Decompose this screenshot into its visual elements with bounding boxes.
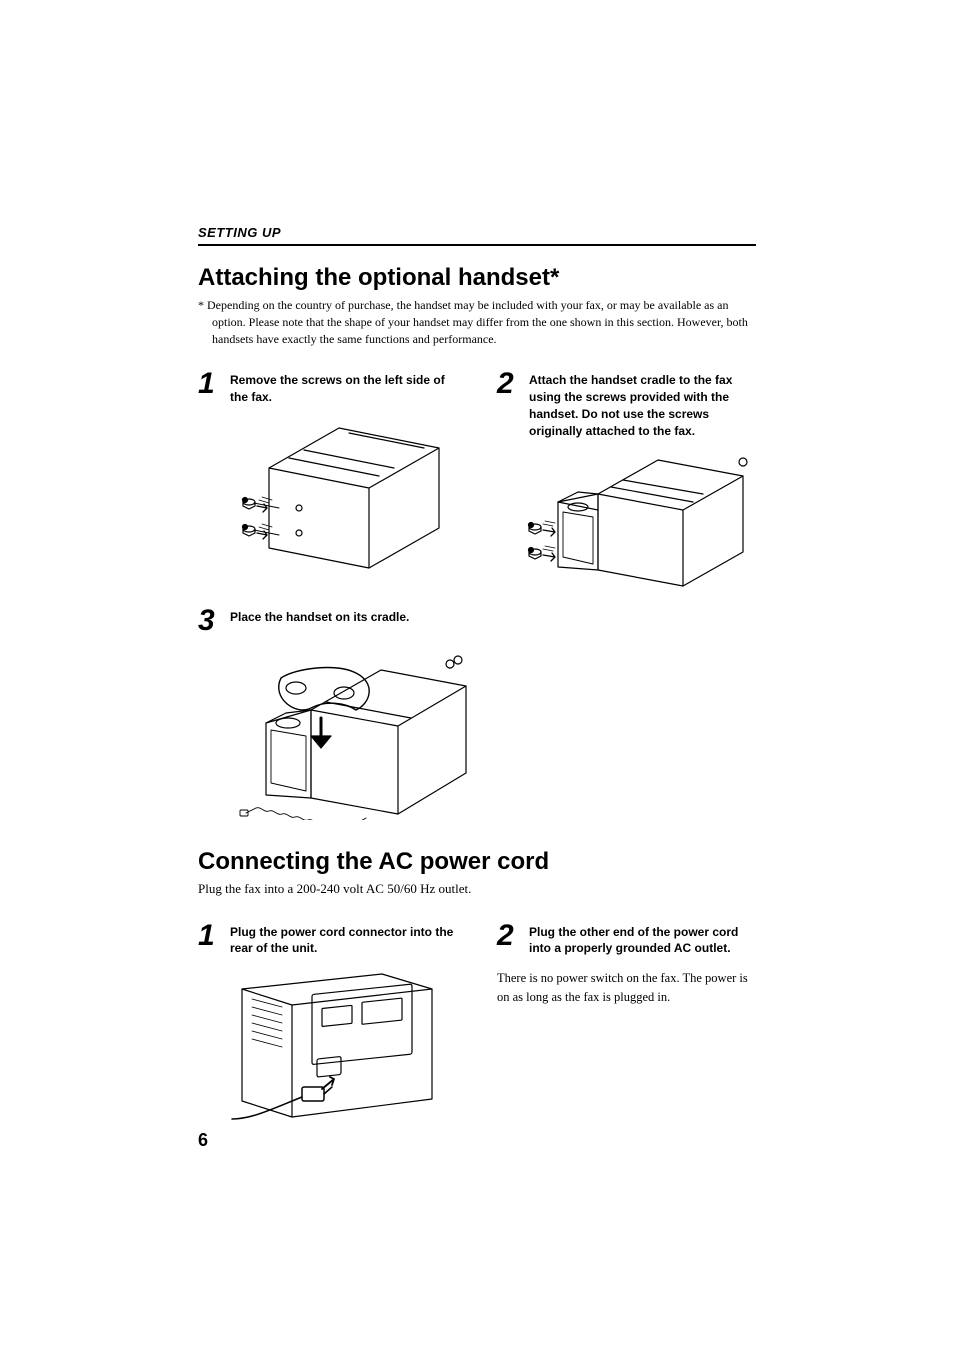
section-attaching-handset: Attaching the optional handset* * Depend… bbox=[198, 264, 756, 820]
step-2-illustration bbox=[497, 452, 756, 590]
power-step-2: 2 Plug the other end of the power cord i… bbox=[497, 921, 756, 958]
fax-attach-cradle-icon bbox=[503, 452, 751, 590]
step-row-1-2: 1 Remove the screws on the left side of … bbox=[198, 369, 756, 589]
step-3-num: 3 bbox=[198, 606, 220, 636]
section-connecting-power: Connecting the AC power cord Plug the fa… bbox=[198, 848, 756, 1125]
step-2: 2 Attach the handset cradle to the fax u… bbox=[497, 369, 756, 439]
step-1-num: 1 bbox=[198, 369, 220, 399]
step-3-col: 3 Place the handset on its cradle. bbox=[198, 606, 474, 820]
step-2-text: Attach the handset cradle to the fax usi… bbox=[529, 369, 756, 439]
power-step-1-illustration bbox=[198, 969, 457, 1124]
power-step-1-num: 1 bbox=[198, 921, 220, 951]
page-number: 6 bbox=[198, 1130, 208, 1151]
power-step-1-text: Plug the power cord connector into the r… bbox=[230, 921, 457, 958]
step-row-power-1-2: 1 Plug the power cord connector into the… bbox=[198, 921, 756, 1125]
step-2-num: 2 bbox=[497, 369, 519, 399]
section1-title: Attaching the optional handset* bbox=[198, 264, 756, 292]
fax-remove-screws-icon bbox=[209, 418, 447, 576]
power-step-2-num: 2 bbox=[497, 921, 519, 951]
header-rule bbox=[198, 244, 756, 246]
step-1-illustration bbox=[198, 418, 457, 576]
power-step-2-text: Plug the other end of the power cord int… bbox=[529, 921, 756, 958]
section2-note: There is no power switch on the fax. The… bbox=[497, 969, 756, 1007]
section2-title: Connecting the AC power cord bbox=[198, 848, 756, 876]
section-header: SETTING UP bbox=[198, 225, 756, 240]
power-step-2-col: 2 Plug the other end of the power cord i… bbox=[497, 921, 756, 1125]
step-row-3: 3 Place the handset on its cradle. bbox=[198, 606, 756, 820]
plug-power-rear-icon bbox=[222, 969, 440, 1124]
step-1: 1 Remove the screws on the left side of … bbox=[198, 369, 457, 406]
step-3: 3 Place the handset on its cradle. bbox=[198, 606, 474, 636]
step-row-3-spacer bbox=[514, 606, 756, 820]
section2-intro: Plug the fax into a 200-240 volt AC 50/6… bbox=[198, 881, 756, 897]
section1-footnote: * Depending on the country of purchase, … bbox=[198, 297, 756, 347]
power-step-1-col: 1 Plug the power cord connector into the… bbox=[198, 921, 457, 1125]
step-1-text: Remove the screws on the left side of th… bbox=[230, 369, 457, 406]
step-1-col: 1 Remove the screws on the left side of … bbox=[198, 369, 457, 589]
step-3-text: Place the handset on its cradle. bbox=[230, 606, 409, 626]
step-2-col: 2 Attach the handset cradle to the fax u… bbox=[497, 369, 756, 589]
handset-on-cradle-icon bbox=[226, 648, 474, 820]
step-3-illustration bbox=[198, 648, 474, 820]
power-step-1: 1 Plug the power cord connector into the… bbox=[198, 921, 457, 958]
